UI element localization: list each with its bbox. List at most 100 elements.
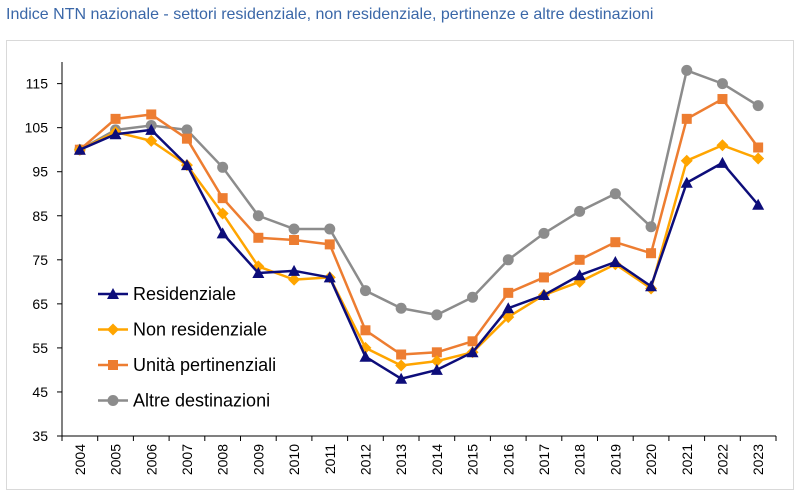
data-point: [145, 123, 158, 135]
data-point: [752, 152, 765, 165]
x-tick-label: 2005: [108, 444, 124, 475]
data-point: [610, 237, 621, 248]
data-point: [395, 372, 408, 384]
y-tick-label: 95: [32, 164, 48, 180]
y-tick-label: 115: [26, 76, 49, 92]
data-point: [431, 347, 442, 358]
x-tick-label: 2017: [536, 444, 552, 475]
x-tick-label: 2015: [465, 444, 481, 475]
series-line: [79, 130, 759, 367]
data-point: [537, 289, 550, 301]
y-tick-label: 45: [32, 384, 48, 400]
data-point: [216, 227, 229, 239]
data-point: [646, 248, 657, 259]
legend-label: Non residenziale: [133, 320, 267, 340]
x-tick-label: 2006: [143, 444, 159, 475]
data-point: [645, 221, 657, 233]
legend-label: Residenziale: [133, 284, 236, 304]
series-altre-destinazioni: [74, 64, 764, 321]
series-unit-pertinenziali: [74, 94, 764, 360]
data-point: [466, 346, 479, 358]
data-point: [430, 363, 443, 375]
legend-swatch-marker: [108, 360, 118, 370]
y-tick-label: 35: [32, 428, 48, 444]
legend-swatch-marker: [107, 323, 119, 336]
series-line: [79, 128, 760, 380]
x-tick-label: 2008: [215, 444, 231, 475]
x-tick-label: 2018: [572, 444, 588, 475]
data-point: [73, 143, 86, 155]
x-tick-label: 2007: [179, 444, 195, 475]
y-tick-label: 105: [25, 120, 49, 136]
legend: Residenziale Non residenziale Unità pertin…: [98, 284, 276, 411]
x-tick-label: 2010: [286, 444, 302, 475]
series-residenziale: [73, 123, 765, 384]
legend-label: Altre destinazioni: [133, 391, 270, 411]
data-point: [289, 234, 300, 245]
data-point: [645, 280, 658, 292]
x-tick-label: 2013: [393, 444, 409, 475]
legend-entry: Non residenziale: [98, 320, 267, 340]
data-point: [146, 109, 157, 120]
data-point: [360, 325, 371, 336]
data-point: [395, 302, 407, 314]
data-point: [717, 94, 728, 105]
data-point: [253, 232, 264, 243]
x-tick-label: 2014: [429, 444, 445, 475]
data-point: [502, 254, 514, 266]
data-point: [217, 193, 228, 204]
data-point: [359, 285, 371, 297]
x-tick-label: 2020: [643, 444, 659, 475]
x-tick-label: 2016: [500, 444, 516, 475]
data-point: [573, 269, 586, 281]
data-point: [216, 207, 229, 220]
data-point: [538, 227, 550, 239]
series-line: [79, 97, 760, 356]
data-point: [752, 198, 765, 210]
data-point: [181, 124, 193, 136]
x-tick-label: 2004: [72, 444, 88, 475]
x-tick-label: 2012: [357, 444, 373, 475]
data-point: [288, 223, 300, 235]
data-point: [467, 291, 479, 303]
x-tick-label: 2011: [322, 444, 338, 474]
series-line: [79, 69, 759, 317]
data-point: [716, 139, 729, 152]
data-point: [716, 78, 728, 90]
data-point: [609, 256, 622, 268]
data-point: [681, 113, 692, 124]
data-point: [574, 254, 585, 265]
data-point: [323, 271, 336, 283]
legend-swatch-marker: [107, 395, 119, 406]
data-point: [252, 210, 264, 222]
data-point: [681, 64, 693, 76]
x-tick-label: 2019: [607, 444, 623, 475]
data-point: [574, 205, 586, 217]
series-lines: [73, 64, 765, 384]
data-point: [252, 267, 265, 279]
chart-frame: [6, 40, 794, 490]
legend-label: Unità pertinenziali: [133, 355, 276, 375]
chart-title: Indice NTN nazionale - settori residenzi…: [6, 6, 654, 23]
data-point: [503, 287, 514, 298]
data-point: [396, 349, 407, 360]
data-point: [180, 159, 193, 171]
data-point: [430, 355, 443, 368]
data-point: [467, 336, 478, 347]
data-point: [110, 113, 121, 124]
data-point: [752, 100, 764, 112]
data-point: [680, 176, 693, 188]
legend-entry: Unità pertinenziali: [98, 355, 276, 375]
x-tick-label: 2021: [679, 444, 695, 475]
data-point: [288, 264, 301, 276]
y-tick-label: 85: [32, 208, 48, 224]
data-point: [217, 161, 229, 173]
data-point: [359, 350, 372, 362]
data-point: [502, 302, 515, 314]
data-point: [288, 273, 301, 286]
data-point: [609, 188, 621, 200]
axes: 35 45 55 65 75 85 95 105 115 2004 2005 2006 2007 2008…: [25, 62, 777, 475]
data-point: [753, 142, 764, 153]
legend-entry: Altre destinazioni: [98, 391, 270, 411]
